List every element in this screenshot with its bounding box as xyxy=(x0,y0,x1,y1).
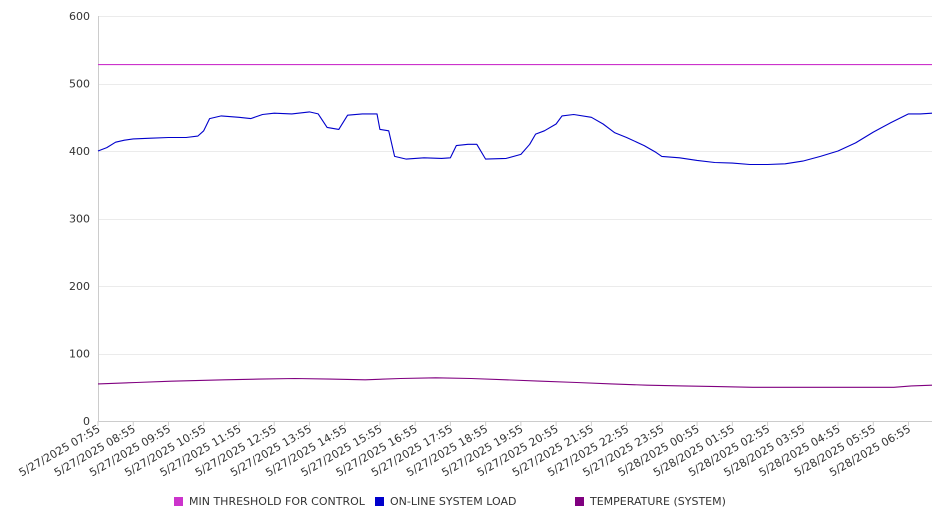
y-tick-labels: 0 100 200 300 400 500 600 xyxy=(69,10,90,428)
y-tick-label-600: 600 xyxy=(69,10,90,23)
legend-swatch-system-load xyxy=(375,497,384,506)
y-tick-label-100: 100 xyxy=(69,348,90,361)
y-tick-label-200: 200 xyxy=(69,280,90,293)
y-tick-label-500: 500 xyxy=(69,78,90,91)
axes xyxy=(98,16,932,422)
legend-swatch-min-threshold xyxy=(174,497,183,506)
legend-label-system-load: ON-LINE SYSTEM LOAD xyxy=(390,495,517,508)
series-lines xyxy=(97,64,933,388)
y-tick-label-400: 400 xyxy=(69,145,90,158)
legend-item-min-threshold[interactable]: MIN THRESHOLD FOR CONTROL xyxy=(174,495,365,508)
y-tick-label-0: 0 xyxy=(83,415,90,428)
legend: MIN THRESHOLD FOR CONTROL ON-LINE SYSTEM… xyxy=(0,495,946,517)
series-line-system-load xyxy=(97,111,933,166)
legend-label-temperature: TEMPERATURE (SYSTEM) xyxy=(590,495,726,508)
legend-item-temperature[interactable]: TEMPERATURE (SYSTEM) xyxy=(575,495,726,508)
gridlines xyxy=(98,16,932,355)
legend-item-system-load[interactable]: ON-LINE SYSTEM LOAD xyxy=(375,495,516,508)
line-chart: 0 100 200 300 400 500 600 5/27/2025 07:555/27/… xyxy=(17,10,933,479)
x-tick-labels: 5/27/2025 07:555/27/2025 08:555/27/2025 … xyxy=(17,421,913,479)
legend-swatch-temperature xyxy=(575,497,584,506)
legend-label-min-threshold: MIN THRESHOLD FOR CONTROL xyxy=(189,495,365,508)
series-line-temperature xyxy=(97,377,933,388)
y-tick-label-300: 300 xyxy=(69,213,90,226)
